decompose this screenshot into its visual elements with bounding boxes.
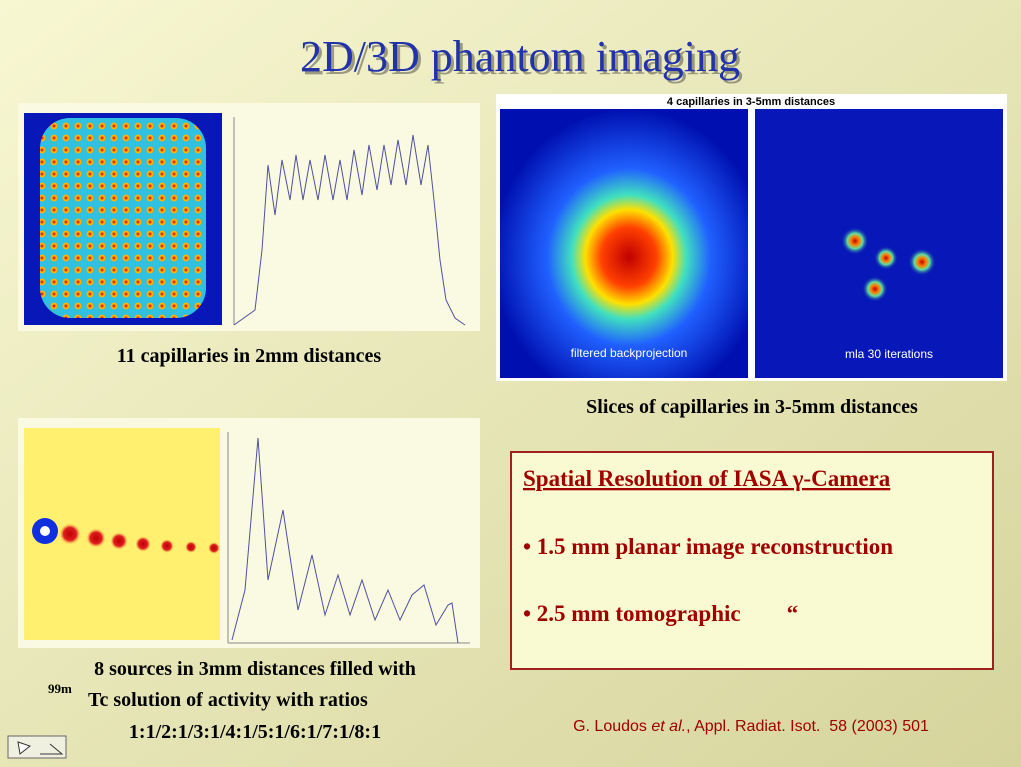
image-label: mla 30 iterations — [845, 347, 933, 361]
spot — [40, 526, 50, 536]
spot — [874, 246, 898, 270]
box-heading: Spatial Resolution of IASA γ-Camera — [523, 466, 891, 491]
profile-line — [233, 134, 466, 326]
spot — [135, 536, 151, 552]
image-label: filtered backprojection — [571, 346, 688, 360]
spot — [908, 248, 936, 276]
title: 2D/3D phantom imaging — [300, 32, 740, 81]
profile-line — [231, 437, 459, 644]
superscript: 99m — [48, 681, 72, 696]
spot — [208, 542, 220, 554]
spot — [185, 541, 197, 553]
citation-etal: et al. — [651, 718, 686, 735]
nav-icon[interactable] — [17, 741, 32, 755]
nav-button[interactable] — [7, 735, 67, 759]
spot — [862, 276, 888, 302]
panel-title: 4 capillaries in 3-5mm distances — [667, 96, 835, 108]
spot — [59, 523, 81, 545]
caption: 8 sources in 3mm distances filled with — [94, 658, 416, 680]
svg-text:2D/3D phantom imaging: 2D/3D phantom imaging — [303, 35, 743, 84]
spot — [841, 227, 869, 255]
spot — [110, 532, 128, 550]
caption: Tc solution of activity with ratios — [88, 689, 368, 711]
caption: 11 capillaries in 2mm distances — [117, 345, 382, 367]
citation-authors: G. Loudos — [573, 718, 651, 735]
citation-rest: , Appl. Radiat. Isot. 58 (2003) 501 — [686, 718, 929, 735]
citation: G. Loudos et al., Appl. Radiat. Isot. 58… — [573, 718, 929, 735]
text-box — [510, 451, 994, 670]
image — [500, 109, 748, 378]
nav-frame[interactable] — [7, 735, 67, 759]
caption: Slices of capillaries in 3-5mm distances — [586, 396, 918, 418]
image-content — [40, 118, 206, 318]
bullet: • 2.5 mm tomographic “ — [523, 601, 798, 626]
caption: 1:1/2:1/3:1/4:1/5:1/6:1/7:1/8:1 — [129, 721, 381, 743]
nav-icon[interactable] — [40, 743, 64, 755]
spot — [86, 528, 106, 548]
bullet: • 1.5 mm planar image reconstruction — [523, 534, 893, 559]
spot — [160, 539, 174, 553]
image — [755, 109, 1003, 378]
